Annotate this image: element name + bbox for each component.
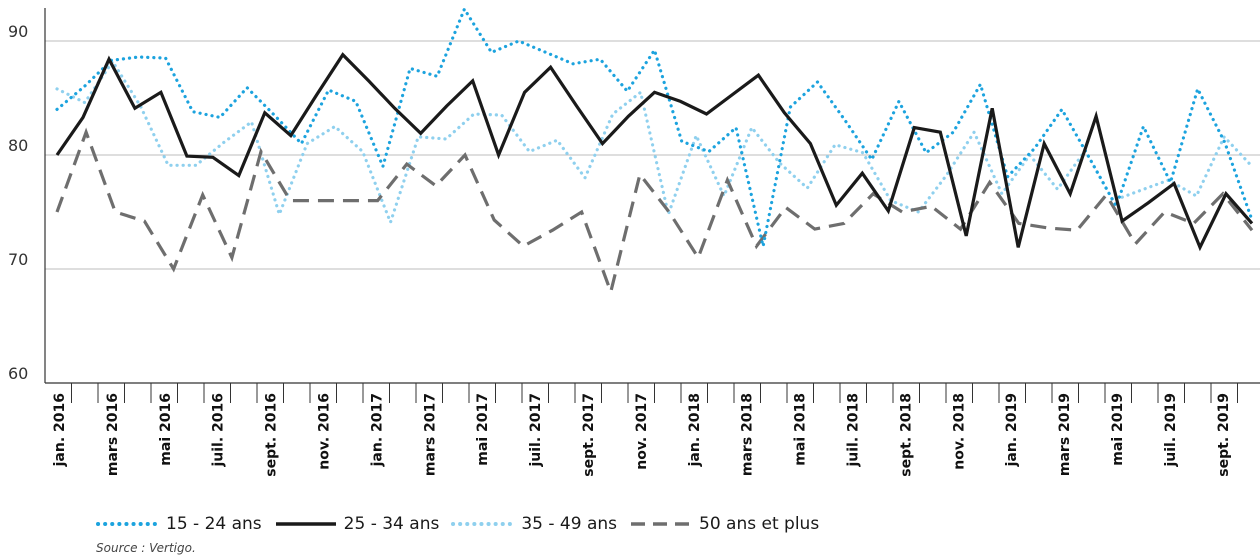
legend-label: 25 - 34 ans [343, 514, 440, 534]
x-tick-label: mars 2017 [422, 393, 438, 476]
x-tick-label: juil. 2018 [846, 393, 862, 468]
legend-item-15-24: 15 - 24 ans [96, 514, 262, 534]
y-axis-ticks: 60 70 80 90 [8, 22, 28, 383]
x-tick-label: juil. 2016 [211, 393, 227, 468]
line-chart: 60 70 80 90 jan. 2016 mars 2016 mai 2016 juil.… [8, 5, 1260, 477]
x-tick-label: mars 2018 [740, 393, 756, 476]
series-line-1 [55, 52, 1254, 252]
y-tick-label: 80 [8, 136, 28, 155]
x-tick-label: sept. 2017 [581, 393, 597, 477]
x-tick-label: mars 2019 [1057, 393, 1073, 476]
legend-swatch-35-49 [451, 522, 516, 526]
x-tick-label: jan. 2018 [687, 393, 703, 467]
y-tick-label: 70 [8, 250, 28, 269]
series-line-2 [55, 58, 1254, 228]
x-axis-ticks: jan. 2016 mars 2016 mai 2016 juil. 2016 sept… [52, 393, 1232, 477]
legend-swatch-25-34 [275, 522, 336, 526]
legend-swatch-15-24 [96, 522, 160, 526]
x-tick-label: mai 2016 [158, 393, 174, 466]
legend-label: 35 - 49 ans [521, 514, 618, 534]
legend: 15 - 24 ans 25 - 34 ans 35 - 49 ans 50 a… [96, 512, 831, 536]
axes [44, 8, 1260, 403]
legend-label: 15 - 24 ans [166, 514, 262, 534]
legend-item-35-49: 35 - 49 ans [451, 514, 617, 534]
y-tick-label: 60 [8, 364, 28, 383]
x-tick-label: sept. 2018 [898, 393, 914, 477]
x-tick-label: mai 2018 [793, 393, 809, 466]
x-tick-label: mars 2016 [105, 393, 121, 476]
x-tick-label: mai 2017 [475, 393, 491, 466]
x-tick-label: nov. 2016 [317, 393, 333, 470]
series-line-0 [55, 5, 1254, 247]
x-tick-label: jan. 2017 [369, 393, 385, 467]
source-note: Source : Vertigo. [96, 541, 196, 555]
x-tick-label: juil. 2019 [1163, 393, 1179, 468]
y-tick-label: 90 [8, 22, 28, 41]
x-tick-label: sept. 2019 [1216, 393, 1232, 477]
x-tick-label: juil. 2017 [528, 393, 544, 468]
x-tick-label: jan. 2016 [52, 393, 68, 467]
x-tick-label: nov. 2017 [634, 393, 650, 470]
x-tick-label: jan. 2019 [1004, 393, 1020, 467]
x-tick-label: sept. 2016 [264, 393, 280, 477]
x-tick-label: mai 2019 [1110, 393, 1126, 466]
legend-swatch-50-plus [631, 522, 692, 526]
x-tick-label: nov. 2018 [951, 393, 967, 470]
legend-item-25-34: 25 - 34 ans [274, 514, 440, 534]
gridlines [45, 40, 1260, 270]
series-lines [55, 5, 1254, 298]
legend-item-50-plus: 50 ans et plus [629, 514, 819, 534]
legend-label: 50 ans et plus [699, 514, 820, 534]
